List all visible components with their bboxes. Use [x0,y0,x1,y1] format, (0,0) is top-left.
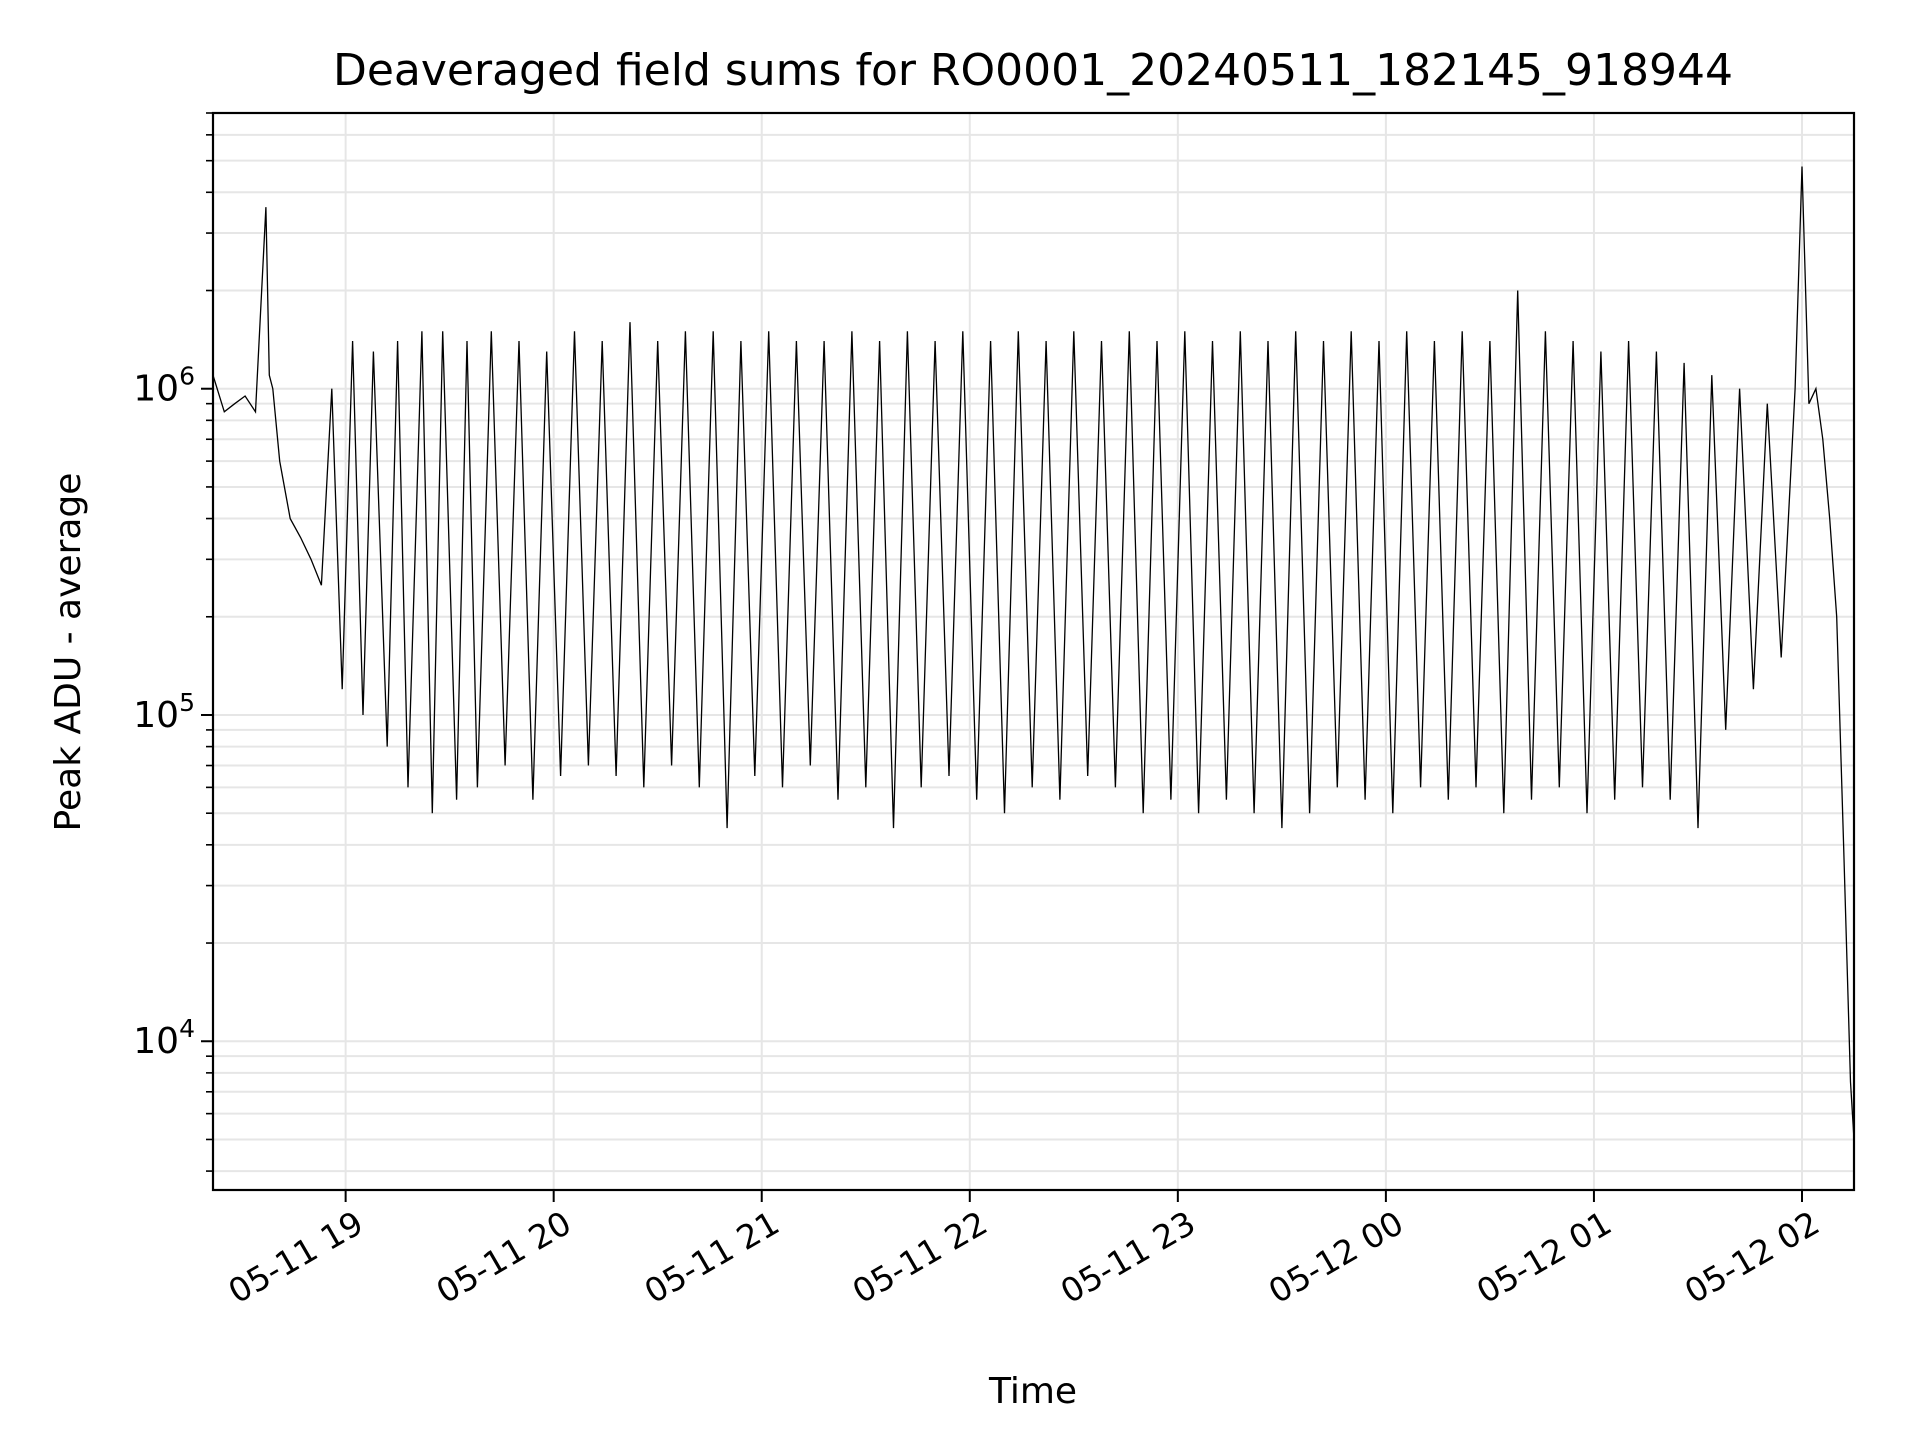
x-tick-label: 05-12 01 [1470,1203,1618,1311]
x-axis: 05-11 19 05-11 20 05-11 21 05-11 22 05-11 23… [222,1190,1826,1311]
y-tick-label: 106 [133,362,195,410]
y-tick-label: 104 [133,1014,195,1062]
y-tick-label: 105 [133,688,195,736]
x-tick-label: 05-11 20 [430,1203,578,1311]
y-axis-label: Peak ADU - average [48,473,89,832]
x-tick-label: 05-11 21 [638,1203,786,1311]
chart-title: Deaveraged field sums for RO0001_2024051… [333,45,1733,96]
x-tick-label: 05-12 02 [1678,1203,1826,1311]
x-tick-label: 05-12 00 [1262,1203,1410,1311]
x-axis-label: Time [988,1371,1077,1412]
grid [213,112,1854,1190]
x-tick-label: 05-11 19 [222,1203,370,1311]
plot-frame [211,111,1856,1192]
x-tick-label: 05-11 23 [1054,1203,1202,1311]
x-tick-label: 05-11 22 [846,1203,994,1311]
series-line [212,166,1855,1140]
y-axis: 104 105 106 [133,112,213,1172]
